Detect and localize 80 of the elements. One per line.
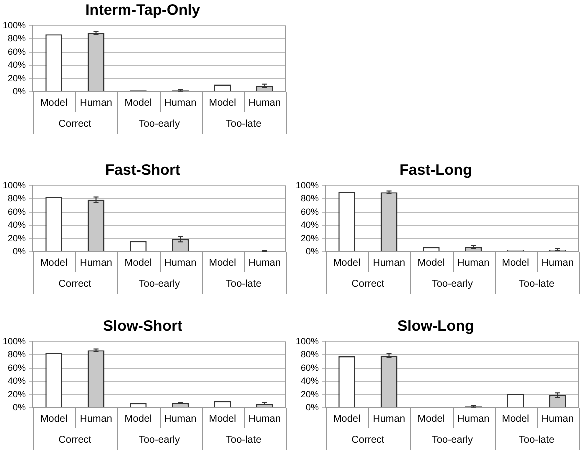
y-tick-label: 40%	[8, 60, 26, 70]
x-tick-label: Too-late	[226, 278, 262, 290]
text: Human	[457, 258, 490, 269]
x-tick-label: Too-early	[138, 278, 180, 290]
series-label: Human	[373, 414, 406, 425]
x-tick-label: Correct	[58, 118, 92, 130]
y-tick-label: 0%	[13, 246, 26, 256]
series-label: Model	[209, 258, 236, 269]
y-tick-label: 0%	[306, 402, 320, 412]
text: Human	[164, 98, 197, 109]
series-label: Human	[373, 258, 406, 269]
y-tick-label: 60%	[8, 46, 26, 57]
x-tick-label: Too-early	[432, 278, 474, 290]
text: Human	[542, 258, 574, 269]
chart-title: Slow-Long	[398, 318, 474, 336]
y-tick-label: 40%	[301, 376, 320, 386]
y-tick-label: 60%	[8, 206, 26, 217]
y-tick-label: 100%	[2, 336, 26, 346]
text: Human	[542, 414, 574, 425]
chart-title: Interm-Tap-Only	[86, 2, 202, 20]
y-tick-label: 20%	[8, 73, 26, 84]
text: Human	[248, 414, 282, 425]
y-tick-label: 100%	[2, 20, 26, 30]
text: Model	[40, 98, 68, 109]
x-tick-label: Correct	[58, 278, 92, 290]
text: Model	[333, 414, 361, 425]
y-tick-label: 60%	[8, 362, 26, 373]
series-label: Model	[418, 414, 446, 425]
y-tick-label: 40%	[8, 376, 26, 386]
chart-title: Fast-Short	[106, 162, 181, 180]
series-label: Model	[209, 98, 236, 109]
x-tick-label: Too-late	[226, 434, 262, 446]
x-tick-label: Correct	[58, 434, 92, 446]
text: Model	[124, 258, 152, 269]
y-tick-label: 100%	[296, 336, 320, 346]
series-label: Model	[209, 414, 236, 425]
chart-title: Slow-Short	[103, 318, 183, 336]
text: Human	[457, 414, 490, 425]
y-tick-label: 80%	[8, 34, 26, 44]
y-tick-label: 80%	[8, 350, 26, 360]
y-tick-label: 0%	[13, 86, 26, 96]
y-tick-label: 100%	[2, 180, 26, 190]
text: Human	[164, 258, 197, 269]
series-label: Human	[80, 98, 112, 109]
x-tick-label: Too-late	[519, 434, 556, 446]
text: Human	[248, 98, 282, 109]
x-tick-label: Too-late	[226, 118, 262, 130]
y-tick-label: 80%	[301, 194, 320, 204]
y-tick-label: 20%	[8, 233, 26, 244]
text: Model	[124, 98, 152, 109]
text: Model	[502, 414, 530, 425]
y-tick-label: 0%	[13, 402, 26, 412]
text: Model	[502, 258, 530, 269]
x-tick-label: Too-early	[432, 434, 474, 446]
series-label: Model	[418, 258, 446, 269]
y-tick-label: 60%	[301, 206, 320, 217]
y-tick-label: 40%	[301, 220, 320, 230]
text: Human	[164, 414, 197, 425]
text: Model	[124, 414, 152, 425]
text: Model	[333, 258, 361, 269]
y-tick-label: 80%	[8, 194, 26, 204]
series-label: Human	[80, 258, 112, 269]
x-tick-label: Correct	[352, 278, 385, 290]
chart-title: Fast-Long	[400, 162, 472, 180]
y-tick-label: 40%	[8, 220, 26, 230]
y-tick-label: 0%	[306, 246, 320, 256]
x-tick-label: Too-early	[138, 434, 180, 446]
y-tick-label: 20%	[8, 389, 26, 400]
x-tick-label: Too-late	[519, 278, 556, 290]
x-tick-label: Too-early	[138, 118, 180, 130]
y-tick-label: 60%	[301, 362, 320, 373]
text: Model	[40, 258, 68, 269]
text: Model	[40, 414, 68, 425]
y-tick-label: 80%	[301, 350, 320, 360]
y-tick-label: 20%	[301, 233, 320, 244]
y-tick-label: 100%	[296, 180, 320, 190]
y-tick-label: 20%	[301, 389, 320, 400]
text: Human	[248, 258, 282, 269]
series-label: Human	[80, 414, 112, 425]
x-tick-label: Correct	[352, 434, 385, 446]
